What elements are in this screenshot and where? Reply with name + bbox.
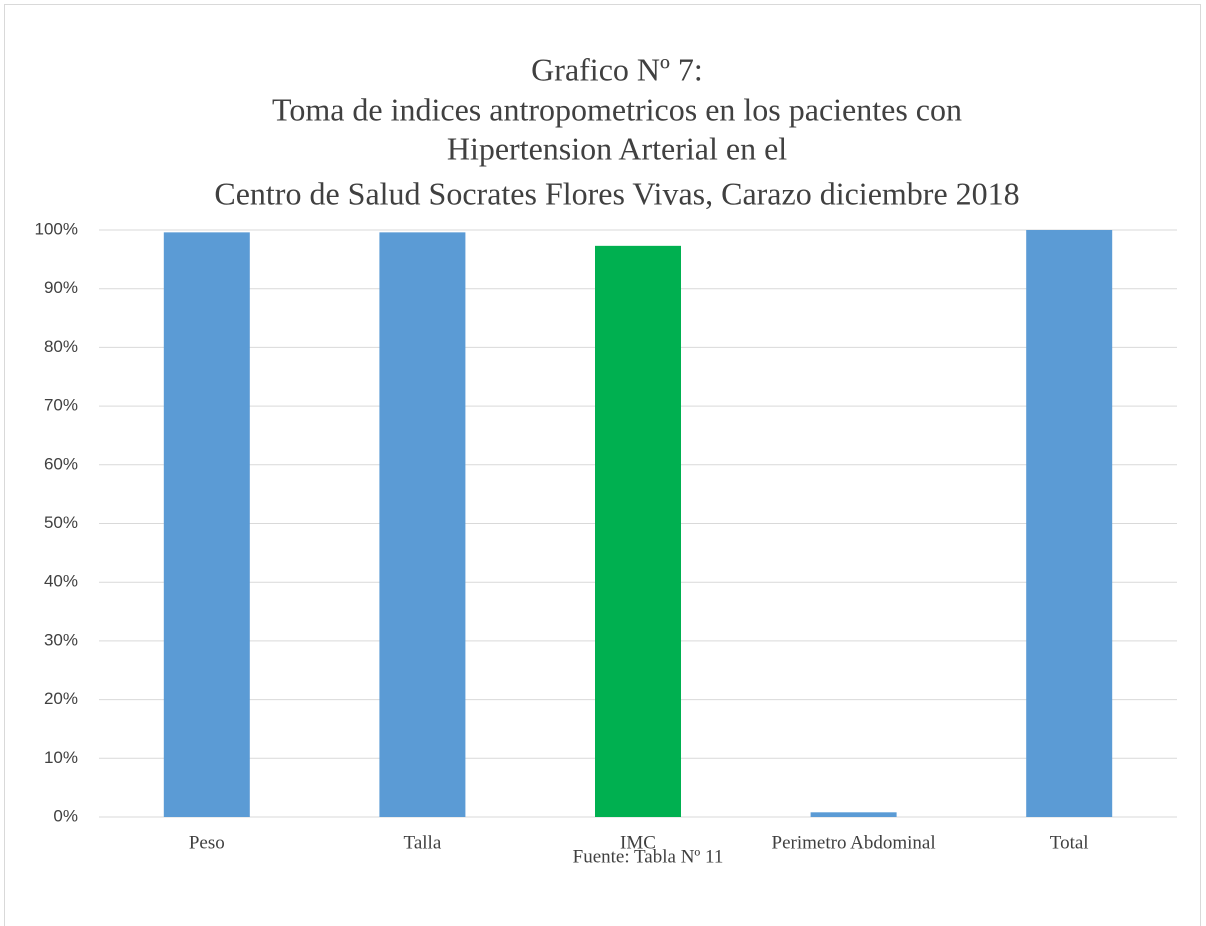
- chart-title: Toma de indices antropometricos en los p…: [272, 91, 962, 127]
- y-tick-label: 90%: [44, 278, 78, 297]
- y-tick-label: 20%: [44, 689, 78, 708]
- y-tick-label: 80%: [44, 337, 78, 356]
- y-tick-label: 40%: [44, 572, 78, 591]
- y-tick-label: 100%: [35, 219, 78, 238]
- bar: [1026, 230, 1113, 817]
- x-tick-label: Perimetro Abdominal: [772, 832, 936, 853]
- bar: [595, 245, 681, 817]
- bar: [379, 232, 466, 817]
- y-tick-label: 60%: [44, 454, 78, 473]
- y-tick-label: 10%: [44, 748, 78, 767]
- x-tick-label: Total: [1050, 832, 1089, 853]
- chart-title: Hipertension Arterial en el: [447, 130, 787, 166]
- y-tick-label: 30%: [44, 630, 78, 649]
- x-tick-label: IMC: [620, 832, 656, 853]
- bar: [163, 232, 250, 817]
- x-tick-label: Peso: [189, 832, 225, 853]
- y-tick-label: 0%: [53, 806, 78, 825]
- source-note: Fuente: Tabla Nº 11: [573, 846, 724, 867]
- bar: [810, 812, 897, 817]
- y-tick-label: 50%: [44, 513, 78, 532]
- x-tick-label: Talla: [404, 832, 442, 853]
- y-tick-label: 70%: [44, 396, 78, 415]
- chart-title: Centro de Salud Socrates Flores Vivas, C…: [214, 175, 1019, 211]
- chart-title: Grafico Nº 7:: [531, 51, 703, 87]
